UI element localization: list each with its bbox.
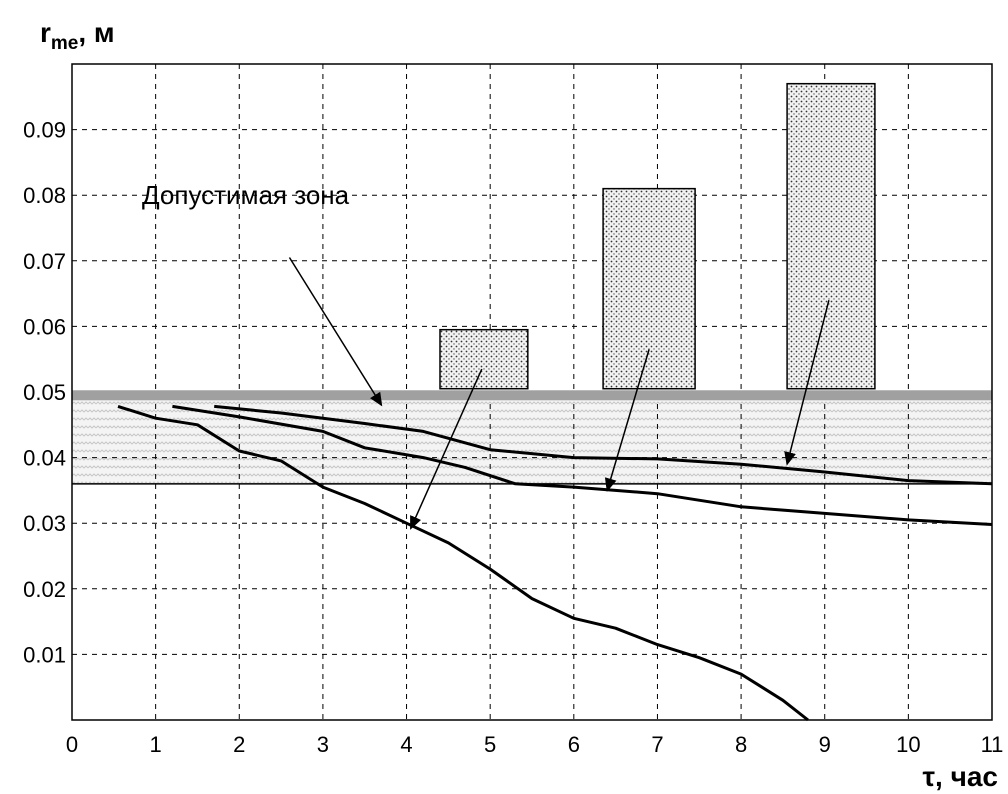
plot-frame [71, 63, 993, 721]
arrow [410, 368, 483, 530]
x-tick-label: 0 [66, 732, 78, 757]
series-line [172, 404, 993, 526]
arrow [288, 257, 383, 407]
arrow [604, 349, 650, 492]
series-line [214, 404, 993, 486]
x-tick-label: 7 [651, 732, 663, 757]
y-tick-label: 0.02 [23, 577, 66, 602]
x-tick-label: 11 [981, 732, 1004, 757]
bar [439, 328, 529, 390]
y-tick-label: 0.08 [23, 183, 66, 208]
x-tick-label: 8 [735, 732, 747, 757]
admissible-zone-label: Допустимая зона [142, 180, 350, 210]
x-tick-label: 4 [400, 732, 412, 757]
limit-line [72, 390, 992, 401]
bars [439, 82, 876, 390]
arrows [288, 257, 830, 530]
x-tick-label: 2 [233, 732, 245, 757]
x-tick-label: 5 [484, 732, 496, 757]
y-tick-label: 0.01 [23, 642, 66, 667]
bar [602, 187, 696, 390]
bar [786, 82, 876, 390]
y-tick-labels: 0.01 0.02 0.03 0.04 0.05 0.06 0.07 0.08 0.09 [23, 118, 66, 668]
y-tick-label: 0.09 [23, 118, 66, 143]
y-tick-label: 0.06 [23, 314, 66, 339]
y-tick-label: 0.04 [23, 446, 66, 471]
y-axis-label: rme, м [40, 17, 115, 54]
x-tick-label: 3 [317, 732, 329, 757]
x-tick-label: 1 [150, 732, 162, 757]
y-tick-label: 0.07 [23, 249, 66, 274]
y-tick-label: 0.03 [23, 511, 66, 536]
series-line [117, 404, 809, 722]
x-tick-label: 10 [896, 732, 920, 757]
x-tick-label: 6 [568, 732, 580, 757]
series-lines [117, 404, 993, 722]
x-tick-labels: 0 1 2 3 4 5 6 7 8 9 10 11 [66, 732, 1004, 757]
y-tick-label: 0.05 [23, 380, 66, 405]
x-tick-label: 9 [819, 732, 831, 757]
x-axis-label: τ, час [923, 761, 998, 792]
arrow [784, 299, 830, 466]
